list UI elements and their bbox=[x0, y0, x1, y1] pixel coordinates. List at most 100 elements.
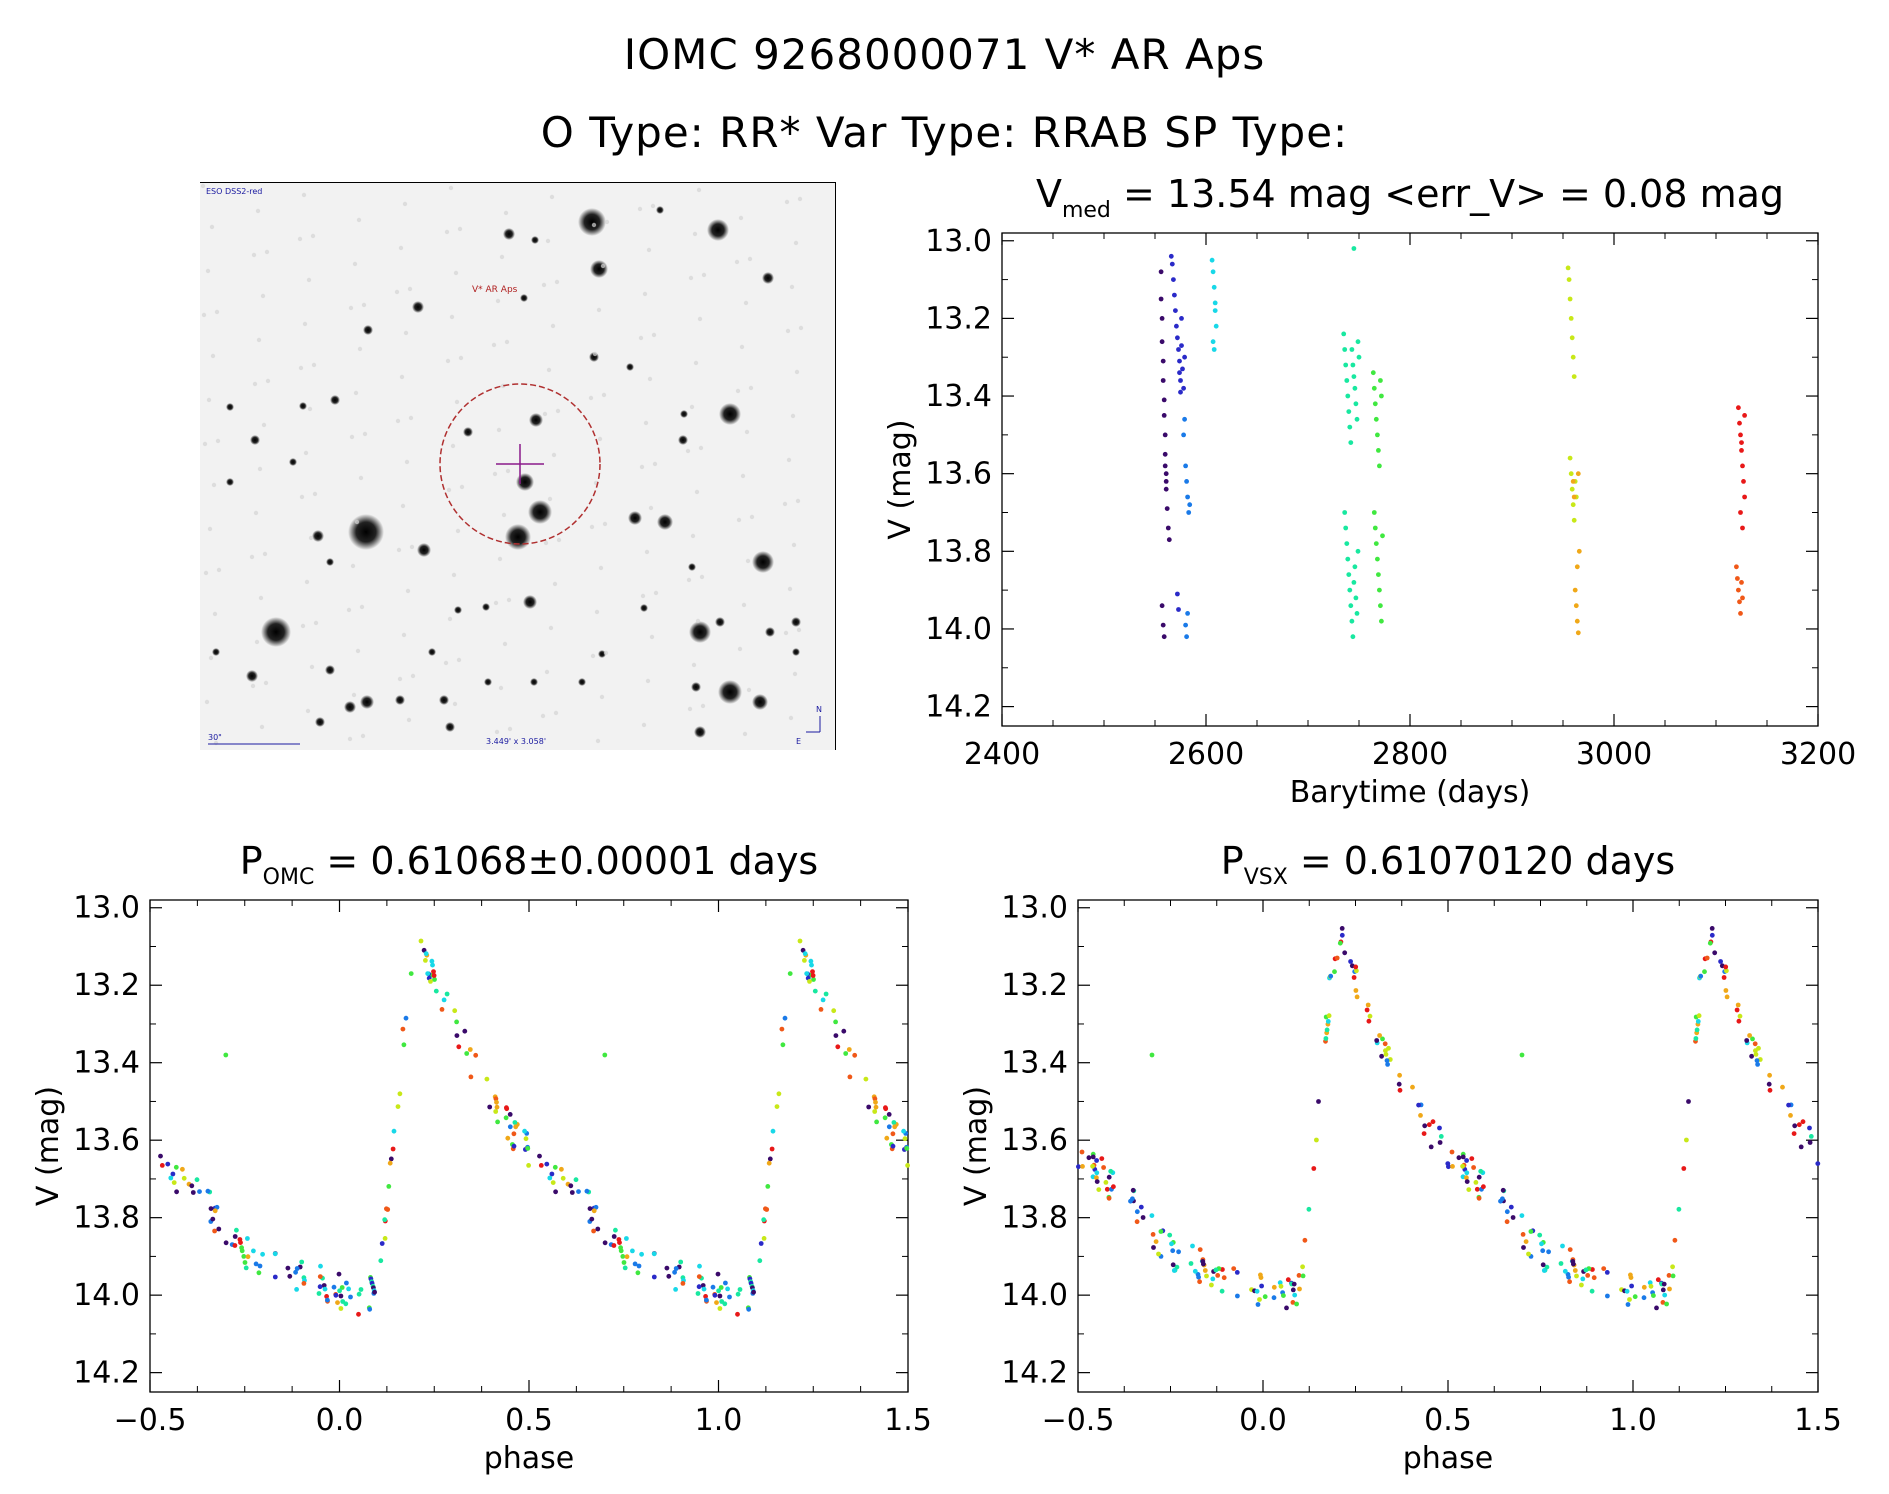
y-tick-label: 14.2 bbox=[73, 1356, 140, 1391]
data-point bbox=[1234, 1270, 1240, 1275]
noise-speck bbox=[305, 708, 311, 714]
data-point bbox=[356, 1311, 361, 1317]
data-point bbox=[1736, 587, 1741, 593]
noise-speck bbox=[257, 466, 263, 472]
data-point bbox=[1372, 401, 1378, 407]
noise-speck bbox=[256, 337, 262, 343]
star-36 bbox=[482, 603, 490, 611]
noise-speck bbox=[548, 625, 554, 631]
data-point bbox=[256, 1270, 262, 1276]
data-point bbox=[338, 1306, 344, 1311]
data-point bbox=[1079, 1149, 1085, 1155]
noise-speck bbox=[349, 434, 355, 440]
data-point bbox=[1104, 1186, 1110, 1192]
data-point bbox=[1281, 1293, 1286, 1298]
data-point bbox=[431, 969, 436, 974]
x-tick-label: 0.0 bbox=[1239, 1403, 1287, 1438]
data-point bbox=[1571, 517, 1577, 523]
noise-speck bbox=[499, 254, 505, 260]
data-point bbox=[1108, 1168, 1114, 1174]
data-point bbox=[1735, 576, 1740, 581]
data-point bbox=[1178, 389, 1183, 395]
survey-label: ESO DSS2-red bbox=[206, 187, 262, 196]
data-point bbox=[1343, 362, 1349, 368]
data-point bbox=[1508, 1204, 1514, 1210]
noise-speck bbox=[550, 323, 556, 329]
noise-speck bbox=[396, 547, 402, 553]
data-point bbox=[1173, 308, 1178, 313]
data-point bbox=[1221, 1275, 1227, 1281]
data-point bbox=[1185, 494, 1190, 500]
data-point bbox=[807, 979, 812, 984]
data-point bbox=[1526, 1251, 1531, 1257]
data-point bbox=[1815, 1161, 1821, 1166]
y-tick-label: 13.0 bbox=[73, 891, 140, 926]
data-point bbox=[384, 1206, 389, 1212]
data-point bbox=[1306, 1206, 1312, 1212]
data-point bbox=[776, 1091, 782, 1097]
data-point bbox=[1504, 1219, 1510, 1225]
star-8 bbox=[363, 325, 373, 335]
noise-speck bbox=[544, 669, 550, 675]
data-point bbox=[589, 1216, 595, 1222]
data-point bbox=[432, 977, 437, 982]
data-point bbox=[595, 1226, 601, 1232]
data-point bbox=[704, 1297, 709, 1303]
data-point bbox=[1364, 1007, 1370, 1013]
noise-speck bbox=[554, 279, 560, 285]
data-point bbox=[1101, 1165, 1106, 1170]
star-24 bbox=[528, 500, 552, 524]
data-point bbox=[1628, 1275, 1634, 1280]
data-point bbox=[1354, 994, 1360, 1000]
noise-speck bbox=[697, 316, 703, 322]
noise-speck bbox=[310, 233, 316, 239]
noise-speck bbox=[204, 699, 210, 705]
data-point bbox=[1428, 1144, 1434, 1150]
data-point bbox=[391, 1128, 397, 1134]
data-point bbox=[331, 1284, 337, 1290]
data-point bbox=[378, 1258, 384, 1264]
star-53 bbox=[691, 682, 701, 692]
data-point bbox=[802, 958, 807, 963]
data-point bbox=[1181, 432, 1186, 438]
data-point bbox=[1651, 1293, 1656, 1298]
data-point bbox=[439, 1007, 445, 1012]
data-point bbox=[232, 1243, 238, 1248]
data-point bbox=[1519, 1052, 1525, 1058]
data-point bbox=[301, 1281, 307, 1286]
data-point bbox=[452, 1008, 458, 1014]
noise-speck bbox=[457, 226, 463, 232]
data-point bbox=[1742, 494, 1747, 500]
data-point bbox=[1325, 1019, 1331, 1024]
data-point bbox=[1562, 1268, 1568, 1274]
data-point bbox=[1171, 1268, 1177, 1273]
data-point bbox=[576, 1189, 581, 1194]
data-point bbox=[1540, 1248, 1546, 1254]
data-point bbox=[1723, 988, 1729, 993]
noise-speck bbox=[741, 602, 747, 608]
noise-speck bbox=[209, 224, 215, 230]
data-point bbox=[569, 1190, 575, 1195]
data-point bbox=[779, 1026, 785, 1032]
y-tick-label: 14.2 bbox=[925, 690, 992, 725]
noise-speck bbox=[588, 395, 594, 401]
noise-speck bbox=[555, 408, 561, 414]
data-point bbox=[180, 1166, 185, 1172]
data-point bbox=[1567, 1279, 1572, 1285]
noise-speck bbox=[746, 687, 752, 693]
data-point bbox=[1696, 1013, 1702, 1019]
data-point bbox=[1378, 378, 1383, 383]
data-point bbox=[1627, 1297, 1632, 1302]
x-tick-label: −0.5 bbox=[114, 1403, 187, 1438]
data-point bbox=[1796, 1122, 1802, 1128]
data-point bbox=[1660, 1287, 1666, 1293]
data-point bbox=[194, 1177, 200, 1183]
data-point bbox=[1629, 1283, 1634, 1289]
noise-speck bbox=[496, 427, 502, 433]
data-point bbox=[1300, 1273, 1306, 1279]
data-point bbox=[1262, 1294, 1268, 1300]
data-point bbox=[1572, 587, 1578, 593]
noise-speck bbox=[361, 302, 367, 308]
data-point bbox=[1566, 1274, 1571, 1280]
data-point bbox=[1196, 1274, 1201, 1280]
